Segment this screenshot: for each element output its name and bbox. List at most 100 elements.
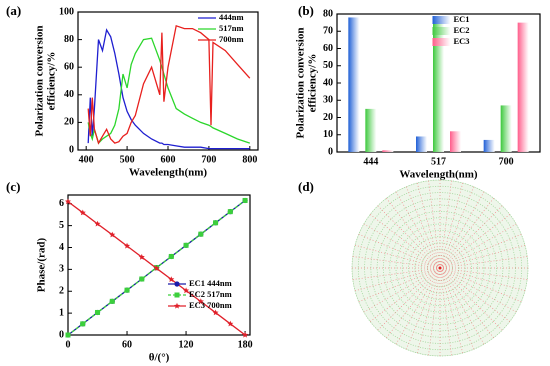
y-tick-label: 6 xyxy=(59,198,64,209)
bar xyxy=(450,131,461,152)
legend-label: EC1 444nm xyxy=(189,278,232,288)
series-line xyxy=(87,37,251,145)
panel-label: (a) xyxy=(6,3,21,18)
y-tick-label: 1 xyxy=(59,307,64,318)
point xyxy=(183,242,189,248)
legend-label: EC3 xyxy=(454,36,470,46)
point xyxy=(213,220,219,226)
legend-label: EC2 xyxy=(454,25,470,35)
x-tick-label: 517 xyxy=(431,156,446,167)
y-tick-label: 0 xyxy=(69,144,74,155)
bar xyxy=(483,139,495,152)
legend-label: EC2 517nm xyxy=(189,289,232,299)
bar xyxy=(517,22,529,152)
legend-marker xyxy=(174,292,180,298)
y-axis-label: Phase/(rad) xyxy=(36,237,48,292)
x-tick-label: 120 xyxy=(179,339,194,350)
x-axis-label: Wavelength(nm) xyxy=(399,169,478,181)
point xyxy=(124,287,130,293)
point xyxy=(79,209,86,216)
point xyxy=(109,231,116,238)
legend-marker xyxy=(174,302,180,309)
pattern-center xyxy=(438,266,442,270)
point xyxy=(227,209,233,215)
point xyxy=(139,276,145,282)
point xyxy=(109,298,115,304)
y-tick-label: 5 xyxy=(59,220,64,231)
series-line xyxy=(87,24,251,145)
x-tick-label: 180 xyxy=(238,339,253,350)
legend-marker xyxy=(174,281,180,287)
y-tick-label: 0 xyxy=(328,146,333,157)
pattern-ring xyxy=(383,211,497,325)
pattern-ring xyxy=(389,217,491,319)
panel-label: (c) xyxy=(6,179,20,194)
plot-frame xyxy=(67,194,251,336)
legend-label: 517nm xyxy=(219,23,244,33)
y-axis-label: Polarization conversion xyxy=(295,28,307,139)
point xyxy=(138,253,145,260)
x-tick-label: 600 xyxy=(161,154,176,165)
pattern-ring xyxy=(395,223,485,313)
point xyxy=(65,198,71,205)
bar xyxy=(365,108,377,152)
y-tick-label: 40 xyxy=(64,89,74,100)
point xyxy=(242,331,249,338)
x-tick-label: 400 xyxy=(79,154,94,165)
x-axis-label: Wavelength(nm) xyxy=(129,167,208,179)
pattern-ring xyxy=(401,229,479,307)
point xyxy=(168,253,174,259)
y-tick-label: 60 xyxy=(64,61,74,72)
y-tick-label: 50 xyxy=(323,60,333,71)
bar xyxy=(382,150,394,152)
y-tick-label: 100 xyxy=(59,6,74,17)
legend-label: 444nm xyxy=(219,12,244,22)
y-tick-label: 70 xyxy=(323,26,333,37)
y-tick-label: 4 xyxy=(59,242,64,253)
y-tick-label: 0 xyxy=(59,329,64,340)
y-tick-label: 20 xyxy=(64,117,74,128)
x-tick-label: 500 xyxy=(120,154,135,165)
y-axis-label: Polarization conversion xyxy=(34,26,46,137)
legend-label: EC1 xyxy=(454,14,470,24)
series-line xyxy=(87,28,250,150)
x-tick-label: 60 xyxy=(122,339,132,350)
point xyxy=(65,332,71,338)
point xyxy=(94,220,101,227)
panel-label: (b) xyxy=(298,3,314,18)
y-tick-label: 80 xyxy=(323,8,333,19)
panel-label: (d) xyxy=(298,179,314,194)
x-tick-label: 700 xyxy=(201,154,216,165)
bar xyxy=(500,105,512,152)
point xyxy=(168,276,175,282)
x-tick-label: 0 xyxy=(66,339,71,350)
y-tick-label: 80 xyxy=(64,34,74,45)
point xyxy=(183,287,190,294)
pattern-ring xyxy=(376,204,504,332)
point xyxy=(227,320,234,327)
point xyxy=(212,309,219,316)
legend-swatch xyxy=(432,16,451,24)
y-tick-label: 10 xyxy=(323,129,333,140)
legend-swatch xyxy=(432,27,451,35)
legend-label: 700nm xyxy=(219,34,244,44)
x-tick-label: 800 xyxy=(242,154,257,165)
point xyxy=(198,231,204,237)
x-tick-label: 444 xyxy=(363,156,378,167)
pattern-ring xyxy=(408,236,472,300)
point xyxy=(242,197,248,203)
legend-swatch xyxy=(432,38,451,46)
bar xyxy=(348,17,360,153)
y-axis-label: efficiency/% xyxy=(46,52,58,111)
y-axis-label: efficiency/% xyxy=(307,54,319,113)
point xyxy=(197,298,204,305)
y-tick-label: 30 xyxy=(323,95,333,106)
pattern-ring xyxy=(414,242,466,294)
x-axis-label: θ/(°) xyxy=(149,352,170,364)
x-tick-label: 700 xyxy=(499,156,514,167)
point xyxy=(124,242,131,249)
y-tick-label: 60 xyxy=(323,43,333,54)
bar xyxy=(416,136,427,152)
